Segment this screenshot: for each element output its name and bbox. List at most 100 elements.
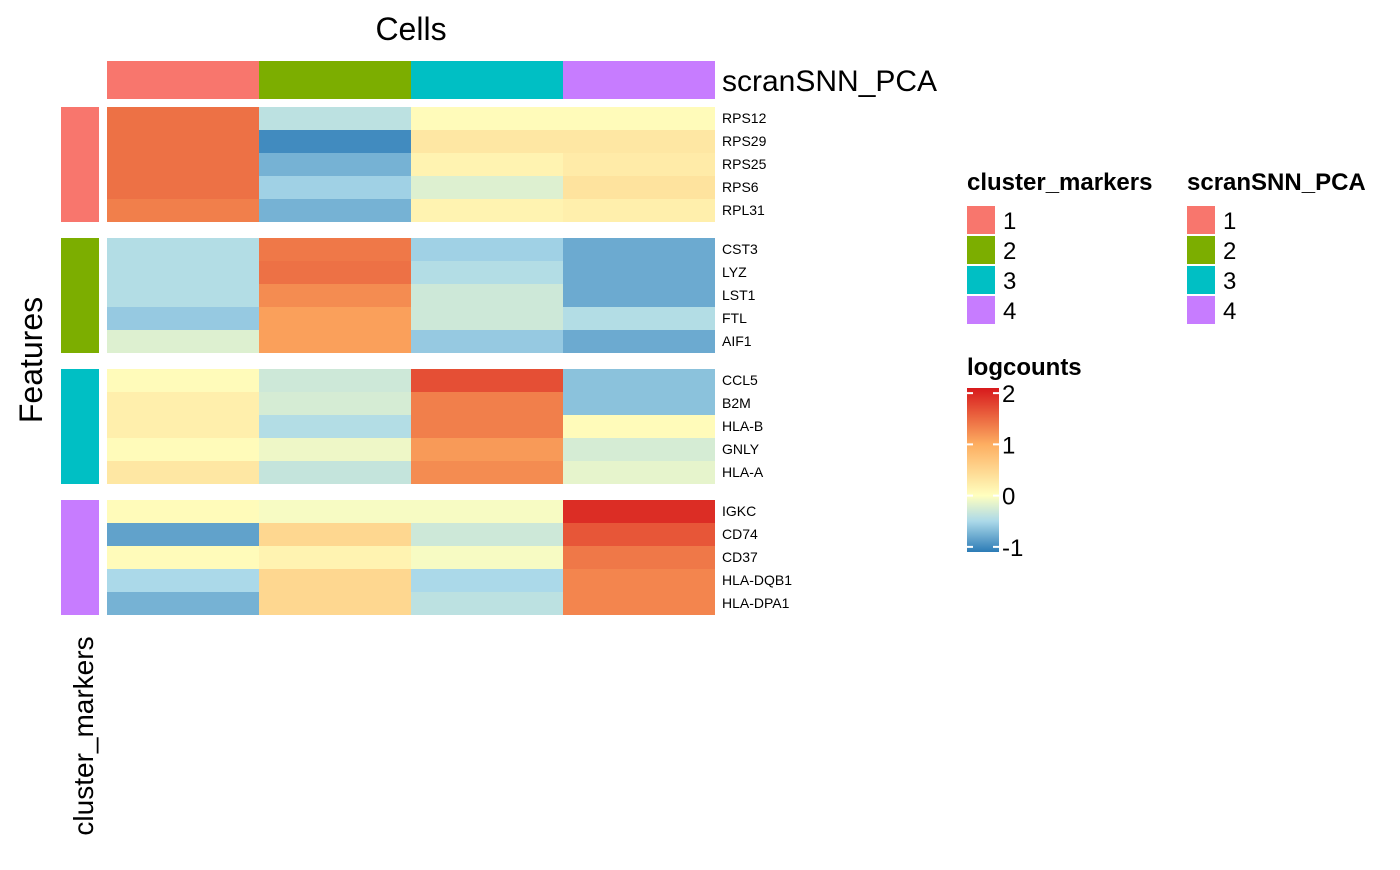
heatmap-cell (411, 500, 563, 523)
legend-scransnn-swatch (1187, 266, 1215, 294)
legend-cluster-markers-label: 3 (1003, 268, 1016, 295)
col-annotation-cell (259, 61, 411, 99)
gene-label: HLA-DQB1 (722, 572, 792, 588)
chart-title: Cells (375, 11, 446, 47)
heatmap-cell (259, 130, 411, 153)
gene-label: LYZ (722, 264, 747, 280)
legend-cluster-markers-swatch (967, 266, 995, 294)
heatmap-cell (107, 369, 259, 392)
gene-label: GNLY (722, 441, 760, 457)
gene-label: IGKC (722, 503, 756, 519)
heatmap-cell (411, 107, 563, 130)
legend-scransnn-swatch (1187, 236, 1215, 264)
heatmap-cell (107, 238, 259, 261)
heatmap-cell (259, 238, 411, 261)
legend-logcounts-label: 1 (1002, 432, 1015, 459)
heatmap-cell (563, 438, 715, 461)
heatmap-cell (411, 307, 563, 330)
heatmap-cell (563, 284, 715, 307)
legend-logcounts-label: 2 (1002, 381, 1015, 408)
heatmap-cell (411, 130, 563, 153)
heatmap-cell (107, 438, 259, 461)
legend-logcounts-label: 0 (1002, 484, 1015, 511)
legend-scransnn-swatch (1187, 296, 1215, 324)
legend-cluster-markers-label: 1 (1003, 208, 1016, 235)
heatmap-cell (411, 569, 563, 592)
heatmap-cell (563, 330, 715, 353)
gene-label: LST1 (722, 287, 756, 303)
heatmap-cell (411, 461, 563, 484)
col-annotation-cell (411, 61, 563, 99)
heatmap-cell (411, 592, 563, 615)
heatmap-cell (411, 392, 563, 415)
heatmap-cell (107, 330, 259, 353)
legend-scransnn-label: 2 (1223, 238, 1236, 265)
legend-scransnn-swatch (1187, 206, 1215, 234)
gene-label: CD37 (722, 549, 758, 565)
heatmap-cell (107, 261, 259, 284)
heatmap-cell (259, 461, 411, 484)
row-annotation-cell (61, 500, 99, 615)
heatmap-cell (563, 500, 715, 523)
heatmap-cell (411, 284, 563, 307)
heatmap-cell (411, 415, 563, 438)
heatmap-cell (563, 461, 715, 484)
heatmap-cell (259, 415, 411, 438)
heatmap-cell (259, 107, 411, 130)
col-annotation-cell (107, 61, 259, 99)
gene-label: HLA-A (722, 464, 764, 480)
heatmap-cell (411, 176, 563, 199)
heatmap-cell (259, 523, 411, 546)
heatmap-cell (411, 153, 563, 176)
gene-label: RPL31 (722, 202, 765, 218)
heatmap-cell (563, 261, 715, 284)
heatmap-cell (563, 592, 715, 615)
heatmap-cell (107, 461, 259, 484)
legend-cluster-markers-title: cluster_markers (967, 169, 1152, 196)
heatmap-cell (107, 176, 259, 199)
heatmap-cell (107, 500, 259, 523)
legend-logcounts-title: logcounts (967, 354, 1082, 381)
legend-scransnn-label: 3 (1223, 268, 1236, 295)
heatmap-cell (563, 546, 715, 569)
heatmap-cell (259, 153, 411, 176)
heatmap-cell (563, 153, 715, 176)
heatmap-cell (259, 500, 411, 523)
heatmap-cell (259, 392, 411, 415)
heatmap-cell (411, 438, 563, 461)
heatmap-cell (259, 546, 411, 569)
heatmap-cell (107, 199, 259, 222)
heatmap-cell (563, 523, 715, 546)
gene-label: RPS25 (722, 156, 767, 172)
heatmap-cell (563, 392, 715, 415)
heatmap-cell (411, 546, 563, 569)
heatmap-cell (107, 592, 259, 615)
gene-label: RPS12 (722, 110, 767, 126)
gene-label: RPS6 (722, 179, 759, 195)
heatmap-cell (107, 546, 259, 569)
heatmap-cell (563, 307, 715, 330)
heatmap-cell (107, 284, 259, 307)
heatmap-cell (107, 307, 259, 330)
heatmap-cell (411, 330, 563, 353)
gene-label: CD74 (722, 526, 758, 542)
heatmap-cell (259, 199, 411, 222)
col-annotation-cell (563, 61, 715, 99)
heatmap-cell (411, 199, 563, 222)
legend-cluster-markers-swatch (967, 236, 995, 264)
gene-label: FTL (722, 310, 747, 326)
gene-label: CCL5 (722, 372, 758, 388)
gene-label: CST3 (722, 241, 758, 257)
gene-label: AIF1 (722, 333, 752, 349)
heatmap-cell (411, 261, 563, 284)
heatmap-cell (107, 107, 259, 130)
legend-logcounts-label: -1 (1002, 535, 1023, 562)
legend-logcounts-bar (967, 388, 999, 552)
gene-label: HLA-DPA1 (722, 595, 790, 611)
legend-cluster-markers-label: 4 (1003, 298, 1016, 325)
heatmap-cell (563, 130, 715, 153)
heatmap-cell (259, 592, 411, 615)
row-annotation-cell (61, 107, 99, 222)
